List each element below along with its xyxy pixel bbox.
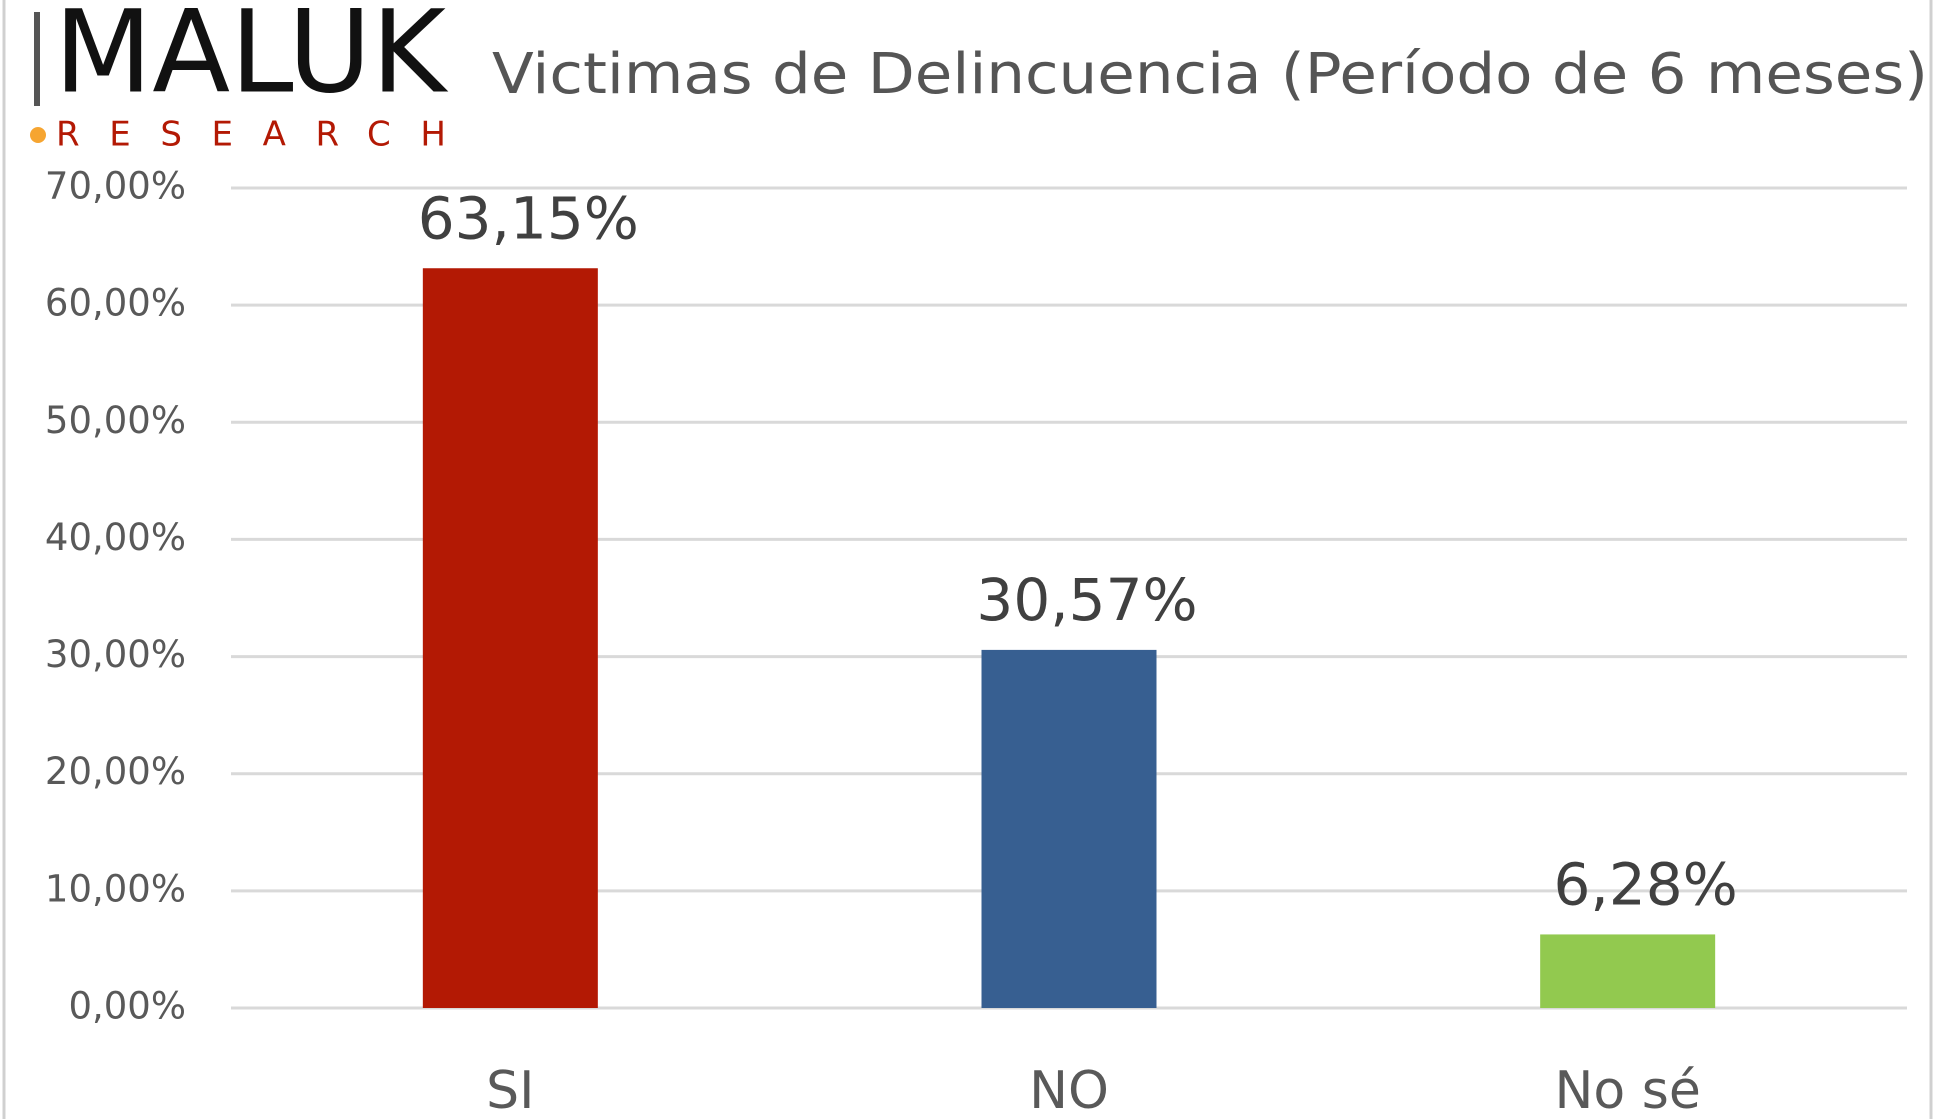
- bar: [1540, 934, 1716, 1008]
- y-tick-label: 30,00%: [45, 633, 186, 676]
- y-tick-label: 0,00%: [68, 985, 186, 1028]
- x-tick-label: SI: [486, 1061, 534, 1119]
- logo-bar: [34, 12, 40, 106]
- chart-title: Victimas de Delincuencia (Período de 6 m…: [492, 42, 1928, 107]
- data-label: 63,15%: [418, 184, 639, 252]
- bar: [981, 649, 1157, 1008]
- y-tick-label: 50,00%: [45, 399, 186, 442]
- y-tick-label: 60,00%: [45, 282, 186, 325]
- logo-name: MALUK: [54, 0, 449, 118]
- x-tick-label: No sé: [1555, 1061, 1701, 1119]
- y-tick-label: 40,00%: [45, 516, 186, 559]
- logo-dot: [30, 127, 46, 143]
- data-label: 6,28%: [1554, 851, 1738, 919]
- y-tick-label: 20,00%: [45, 750, 186, 793]
- data-label: 30,57%: [976, 566, 1197, 634]
- x-tick-label: NO: [1029, 1061, 1109, 1119]
- y-tick-label: 10,00%: [45, 867, 186, 910]
- bar: [422, 268, 598, 1008]
- y-tick-label: 70,00%: [45, 165, 186, 208]
